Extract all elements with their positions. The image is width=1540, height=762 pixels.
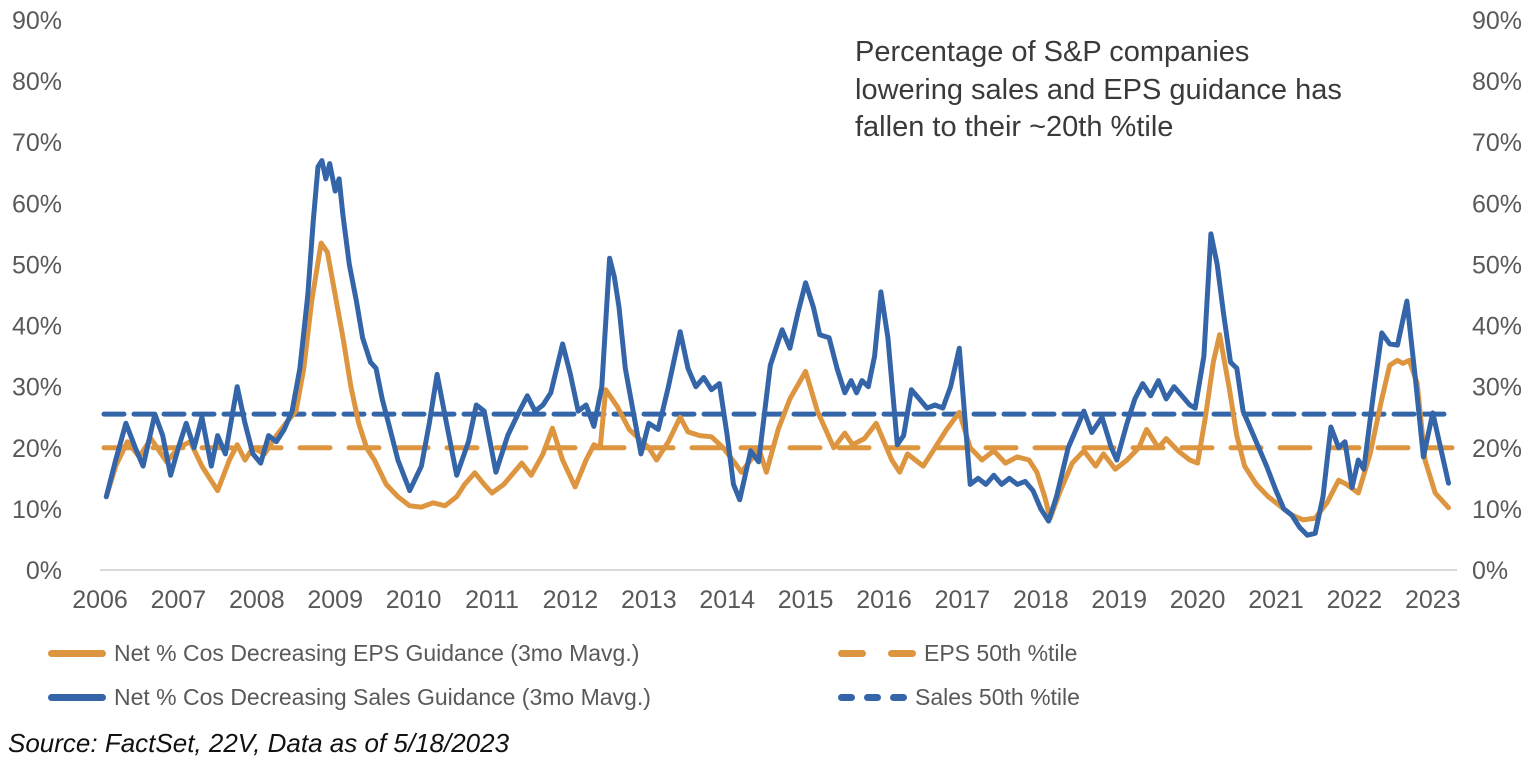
x-axis-tick-label: 2022 <box>1327 586 1383 614</box>
eps-dashed-line-swatch <box>838 649 916 657</box>
x-axis-tick-label: 2012 <box>543 586 599 614</box>
legend-item-sales-median: Sales 50th %tile <box>838 684 1080 710</box>
y-axis-tick-label-right: 20% <box>1472 435 1522 463</box>
x-axis-tick-label: 2006 <box>72 586 128 614</box>
legend-label-eps-median: EPS 50th %tile <box>924 639 1078 666</box>
legend-item-eps-line: Net % Cos Decreasing EPS Guidance (3mo M… <box>48 640 639 666</box>
y-axis-tick-label-right: 60% <box>1472 190 1522 218</box>
legend-item-eps-median: EPS 50th %tile <box>838 640 1077 666</box>
y-axis-tick-label-left: 0% <box>26 557 62 585</box>
y-axis-tick-label-right: 80% <box>1472 68 1522 96</box>
y-axis-tick-label-left: 80% <box>12 68 62 96</box>
y-axis-tick-label-right: 0% <box>1472 557 1508 585</box>
x-axis-tick-label: 2010 <box>386 586 442 614</box>
sales-dashed-line-swatch <box>838 693 907 701</box>
x-axis-tick-label: 2015 <box>778 586 834 614</box>
legend-label-eps-line: Net % Cos Decreasing EPS Guidance (3mo M… <box>114 639 640 666</box>
x-axis-tick-label: 2017 <box>935 586 991 614</box>
y-axis-tick-label-left: 10% <box>12 496 62 524</box>
x-axis-tick-label: 2023 <box>1405 586 1461 614</box>
legend-item-sales-line: Net % Cos Decreasing Sales Guidance (3mo… <box>48 684 651 710</box>
y-axis-tick-label-left: 30% <box>12 374 62 402</box>
x-axis-tick-label: 2008 <box>229 586 285 614</box>
sales-solid-line-swatch <box>48 693 106 701</box>
y-axis-tick-label-right: 70% <box>1472 129 1522 157</box>
x-axis-tick-label: 2019 <box>1091 586 1147 614</box>
x-axis-tick-label: 2014 <box>699 586 755 614</box>
y-axis-tick-label-left: 20% <box>12 435 62 463</box>
y-axis-tick-label-left: 90% <box>12 7 62 35</box>
source-note: Source: FactSet, 22V, Data as of 5/18/20… <box>8 728 510 758</box>
x-axis-tick-label: 2011 <box>465 586 519 614</box>
x-axis-tick-label: 2016 <box>856 586 912 614</box>
y-axis-tick-label-left: 60% <box>12 190 62 218</box>
y-axis-tick-label-right: 40% <box>1472 313 1522 341</box>
y-axis-tick-label-left: 40% <box>12 313 62 341</box>
legend-label-sales-line: Net % Cos Decreasing Sales Guidance (3mo… <box>114 683 651 710</box>
sales-guidance-series-line <box>103 158 1451 538</box>
chart-annotation: Percentage of S&P companies lowering sal… <box>855 34 1495 147</box>
y-axis-tick-label-right: 30% <box>1472 374 1522 402</box>
annotation-line-3: fallen to their ~20th %tile <box>855 111 1174 144</box>
x-axis-tick-label: 2009 <box>307 586 363 614</box>
x-axis-tick-label: 2020 <box>1170 586 1226 614</box>
legend-label-sales-median: Sales 50th %tile <box>915 683 1080 710</box>
y-axis-tick-label-left: 70% <box>12 129 62 157</box>
x-axis-tick-label: 2007 <box>151 586 207 614</box>
annotation-line-2: lowering sales and EPS guidance has <box>855 73 1342 106</box>
eps-solid-line-swatch <box>48 649 106 657</box>
y-axis-tick-label-left: 50% <box>12 251 62 279</box>
x-axis-tick-label: 2021 <box>1248 586 1304 614</box>
y-axis-tick-label-right: 50% <box>1472 251 1522 279</box>
x-axis-tick-label: 2013 <box>621 586 677 614</box>
eps-guidance-series-line <box>103 240 1451 523</box>
y-axis-tick-label-right: 90% <box>1472 7 1522 35</box>
x-axis-tick-label: 2018 <box>1013 586 1069 614</box>
annotation-line-1: Percentage of S&P companies <box>855 36 1250 68</box>
y-axis-tick-label-right: 10% <box>1472 496 1522 524</box>
